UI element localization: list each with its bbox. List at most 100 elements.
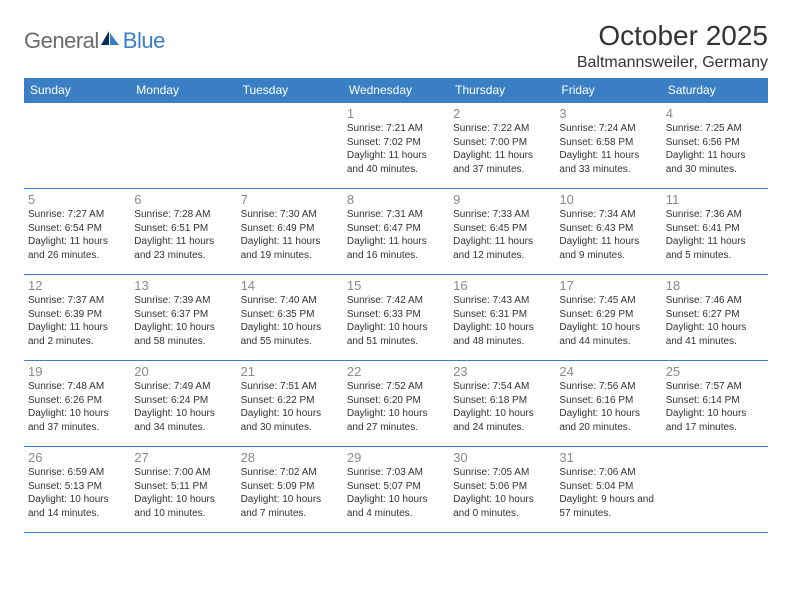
calendar-row: 1Sunrise: 7:21 AMSunset: 7:02 PMDaylight…: [24, 103, 768, 189]
calendar-cell: [662, 447, 768, 533]
day-number: 25: [666, 364, 764, 379]
day-details: Sunrise: 7:45 AMSunset: 6:29 PMDaylight:…: [559, 294, 657, 348]
day-details: Sunrise: 7:00 AMSunset: 5:11 PMDaylight:…: [134, 466, 232, 520]
sail-icon: [99, 29, 121, 52]
calendar-cell: 22Sunrise: 7:52 AMSunset: 6:20 PMDayligh…: [343, 361, 449, 447]
calendar-cell: 29Sunrise: 7:03 AMSunset: 5:07 PMDayligh…: [343, 447, 449, 533]
day-number: 22: [347, 364, 445, 379]
day-details: Sunrise: 7:28 AMSunset: 6:51 PMDaylight:…: [134, 208, 232, 262]
calendar-cell: 4Sunrise: 7:25 AMSunset: 6:56 PMDaylight…: [662, 103, 768, 189]
calendar-cell: 25Sunrise: 7:57 AMSunset: 6:14 PMDayligh…: [662, 361, 768, 447]
day-details: Sunrise: 7:33 AMSunset: 6:45 PMDaylight:…: [453, 208, 551, 262]
day-header: Sunday: [24, 78, 130, 103]
calendar-cell: 2Sunrise: 7:22 AMSunset: 7:00 PMDaylight…: [449, 103, 555, 189]
day-number: 6: [134, 192, 232, 207]
calendar-cell: 31Sunrise: 7:06 AMSunset: 5:04 PMDayligh…: [555, 447, 661, 533]
day-details: Sunrise: 7:49 AMSunset: 6:24 PMDaylight:…: [134, 380, 232, 434]
day-details: Sunrise: 7:40 AMSunset: 6:35 PMDaylight:…: [241, 294, 339, 348]
calendar-cell: 30Sunrise: 7:05 AMSunset: 5:06 PMDayligh…: [449, 447, 555, 533]
day-number: 26: [28, 450, 126, 465]
day-details: Sunrise: 7:36 AMSunset: 6:41 PMDaylight:…: [666, 208, 764, 262]
day-number: 3: [559, 106, 657, 121]
day-number: 27: [134, 450, 232, 465]
title-block: October 2025 Baltmannsweiler, Germany: [577, 20, 768, 72]
day-details: Sunrise: 7:39 AMSunset: 6:37 PMDaylight:…: [134, 294, 232, 348]
day-details: Sunrise: 7:43 AMSunset: 6:31 PMDaylight:…: [453, 294, 551, 348]
calendar-cell: [237, 103, 343, 189]
calendar-cell: 11Sunrise: 7:36 AMSunset: 6:41 PMDayligh…: [662, 189, 768, 275]
day-number: 23: [453, 364, 551, 379]
calendar-cell: 24Sunrise: 7:56 AMSunset: 6:16 PMDayligh…: [555, 361, 661, 447]
calendar-cell: 17Sunrise: 7:45 AMSunset: 6:29 PMDayligh…: [555, 275, 661, 361]
day-details: Sunrise: 7:37 AMSunset: 6:39 PMDaylight:…: [28, 294, 126, 348]
day-header: Saturday: [662, 78, 768, 103]
calendar-cell: 19Sunrise: 7:48 AMSunset: 6:26 PMDayligh…: [24, 361, 130, 447]
calendar-cell: 12Sunrise: 7:37 AMSunset: 6:39 PMDayligh…: [24, 275, 130, 361]
calendar-cell: 15Sunrise: 7:42 AMSunset: 6:33 PMDayligh…: [343, 275, 449, 361]
day-details: Sunrise: 7:56 AMSunset: 6:16 PMDaylight:…: [559, 380, 657, 434]
day-number: 29: [347, 450, 445, 465]
day-number: 5: [28, 192, 126, 207]
calendar-cell: 18Sunrise: 7:46 AMSunset: 6:27 PMDayligh…: [662, 275, 768, 361]
day-number: 11: [666, 192, 764, 207]
day-number: 18: [666, 278, 764, 293]
day-details: Sunrise: 7:06 AMSunset: 5:04 PMDaylight:…: [559, 466, 657, 520]
day-number: 7: [241, 192, 339, 207]
calendar-cell: 3Sunrise: 7:24 AMSunset: 6:58 PMDaylight…: [555, 103, 661, 189]
day-details: Sunrise: 7:57 AMSunset: 6:14 PMDaylight:…: [666, 380, 764, 434]
calendar-cell: 8Sunrise: 7:31 AMSunset: 6:47 PMDaylight…: [343, 189, 449, 275]
calendar-cell: 23Sunrise: 7:54 AMSunset: 6:18 PMDayligh…: [449, 361, 555, 447]
calendar-cell: 6Sunrise: 7:28 AMSunset: 6:51 PMDaylight…: [130, 189, 236, 275]
calendar-cell: 26Sunrise: 6:59 AMSunset: 5:13 PMDayligh…: [24, 447, 130, 533]
location-label: Baltmannsweiler, Germany: [577, 54, 768, 72]
calendar-cell: [24, 103, 130, 189]
day-details: Sunrise: 7:31 AMSunset: 6:47 PMDaylight:…: [347, 208, 445, 262]
calendar-cell: 5Sunrise: 7:27 AMSunset: 6:54 PMDaylight…: [24, 189, 130, 275]
day-header: Thursday: [449, 78, 555, 103]
calendar-cell: 14Sunrise: 7:40 AMSunset: 6:35 PMDayligh…: [237, 275, 343, 361]
calendar-cell: 9Sunrise: 7:33 AMSunset: 6:45 PMDaylight…: [449, 189, 555, 275]
calendar-cell: [130, 103, 236, 189]
day-number: 20: [134, 364, 232, 379]
day-number: 8: [347, 192, 445, 207]
calendar-row: 19Sunrise: 7:48 AMSunset: 6:26 PMDayligh…: [24, 361, 768, 447]
logo-text-general: General: [24, 28, 99, 54]
day-details: Sunrise: 7:22 AMSunset: 7:00 PMDaylight:…: [453, 122, 551, 176]
day-number: 30: [453, 450, 551, 465]
day-number: 10: [559, 192, 657, 207]
calendar-cell: 21Sunrise: 7:51 AMSunset: 6:22 PMDayligh…: [237, 361, 343, 447]
calendar-cell: 27Sunrise: 7:00 AMSunset: 5:11 PMDayligh…: [130, 447, 236, 533]
calendar-cell: 16Sunrise: 7:43 AMSunset: 6:31 PMDayligh…: [449, 275, 555, 361]
calendar-row: 12Sunrise: 7:37 AMSunset: 6:39 PMDayligh…: [24, 275, 768, 361]
day-number: 31: [559, 450, 657, 465]
day-details: Sunrise: 7:46 AMSunset: 6:27 PMDaylight:…: [666, 294, 764, 348]
day-number: 13: [134, 278, 232, 293]
day-number: 16: [453, 278, 551, 293]
calendar-head: SundayMondayTuesdayWednesdayThursdayFrid…: [24, 78, 768, 103]
day-number: 4: [666, 106, 764, 121]
logo: General Blue: [24, 28, 165, 54]
day-header: Monday: [130, 78, 236, 103]
day-details: Sunrise: 6:59 AMSunset: 5:13 PMDaylight:…: [28, 466, 126, 520]
day-details: Sunrise: 7:02 AMSunset: 5:09 PMDaylight:…: [241, 466, 339, 520]
day-number: 28: [241, 450, 339, 465]
day-number: 19: [28, 364, 126, 379]
day-header: Wednesday: [343, 78, 449, 103]
day-details: Sunrise: 7:42 AMSunset: 6:33 PMDaylight:…: [347, 294, 445, 348]
day-details: Sunrise: 7:52 AMSunset: 6:20 PMDaylight:…: [347, 380, 445, 434]
calendar-cell: 7Sunrise: 7:30 AMSunset: 6:49 PMDaylight…: [237, 189, 343, 275]
day-details: Sunrise: 7:34 AMSunset: 6:43 PMDaylight:…: [559, 208, 657, 262]
calendar-row: 5Sunrise: 7:27 AMSunset: 6:54 PMDaylight…: [24, 189, 768, 275]
month-title: October 2025: [577, 20, 768, 52]
day-details: Sunrise: 7:05 AMSunset: 5:06 PMDaylight:…: [453, 466, 551, 520]
day-number: 1: [347, 106, 445, 121]
day-number: 2: [453, 106, 551, 121]
day-header: Tuesday: [237, 78, 343, 103]
day-details: Sunrise: 7:25 AMSunset: 6:56 PMDaylight:…: [666, 122, 764, 176]
day-details: Sunrise: 7:21 AMSunset: 7:02 PMDaylight:…: [347, 122, 445, 176]
day-number: 14: [241, 278, 339, 293]
day-details: Sunrise: 7:54 AMSunset: 6:18 PMDaylight:…: [453, 380, 551, 434]
day-details: Sunrise: 7:51 AMSunset: 6:22 PMDaylight:…: [241, 380, 339, 434]
calendar-cell: 1Sunrise: 7:21 AMSunset: 7:02 PMDaylight…: [343, 103, 449, 189]
day-number: 21: [241, 364, 339, 379]
